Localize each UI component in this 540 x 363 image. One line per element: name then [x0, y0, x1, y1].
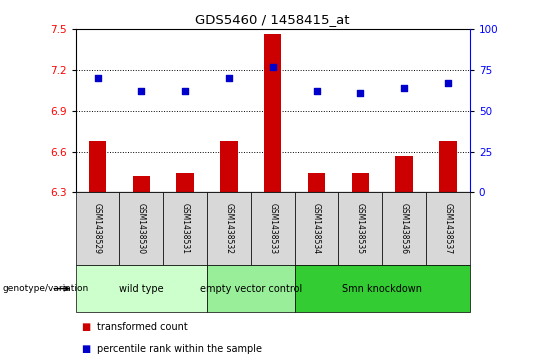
Text: GSM1438530: GSM1438530	[137, 203, 146, 254]
Bar	[426, 192, 470, 265]
Bar	[220, 140, 238, 192]
Text: GSM1438532: GSM1438532	[225, 203, 233, 254]
Text: GSM1438533: GSM1438533	[268, 203, 277, 254]
Text: genotype/variation: genotype/variation	[3, 284, 89, 293]
Text: empty vector control: empty vector control	[200, 284, 302, 294]
Bar	[439, 140, 457, 192]
Point	[400, 85, 408, 91]
Text: wild type: wild type	[119, 284, 164, 294]
Text: ■: ■	[81, 322, 90, 332]
Bar	[264, 34, 281, 192]
Point	[356, 90, 364, 95]
Point	[137, 88, 146, 94]
Point	[268, 64, 277, 69]
Point	[225, 75, 233, 81]
Point	[93, 75, 102, 81]
Text: GSM1438529: GSM1438529	[93, 203, 102, 254]
Text: ■: ■	[81, 344, 90, 354]
Text: percentile rank within the sample: percentile rank within the sample	[97, 344, 262, 354]
Text: transformed count: transformed count	[97, 322, 188, 332]
Bar	[76, 192, 119, 265]
Bar	[177, 173, 194, 192]
Bar	[251, 192, 295, 265]
Bar	[132, 176, 150, 192]
Text: GSM1438534: GSM1438534	[312, 203, 321, 254]
Bar	[207, 265, 295, 312]
Text: GSM1438536: GSM1438536	[400, 203, 409, 254]
Text: GSM1438537: GSM1438537	[443, 203, 453, 254]
Bar	[308, 173, 325, 192]
Bar	[295, 265, 470, 312]
Point	[312, 88, 321, 94]
Bar	[163, 192, 207, 265]
Bar	[76, 265, 207, 312]
Bar	[382, 192, 426, 265]
Bar	[295, 192, 339, 265]
Bar	[119, 192, 163, 265]
Bar	[207, 192, 251, 265]
Title: GDS5460 / 1458415_at: GDS5460 / 1458415_at	[195, 13, 350, 26]
Bar	[339, 192, 382, 265]
Bar	[395, 156, 413, 192]
Point	[181, 88, 190, 94]
Bar	[89, 140, 106, 192]
Text: Smn knockdown: Smn knockdown	[342, 284, 422, 294]
Text: GSM1438535: GSM1438535	[356, 203, 365, 254]
Bar	[352, 173, 369, 192]
Text: GSM1438531: GSM1438531	[180, 203, 190, 254]
Point	[443, 80, 452, 86]
